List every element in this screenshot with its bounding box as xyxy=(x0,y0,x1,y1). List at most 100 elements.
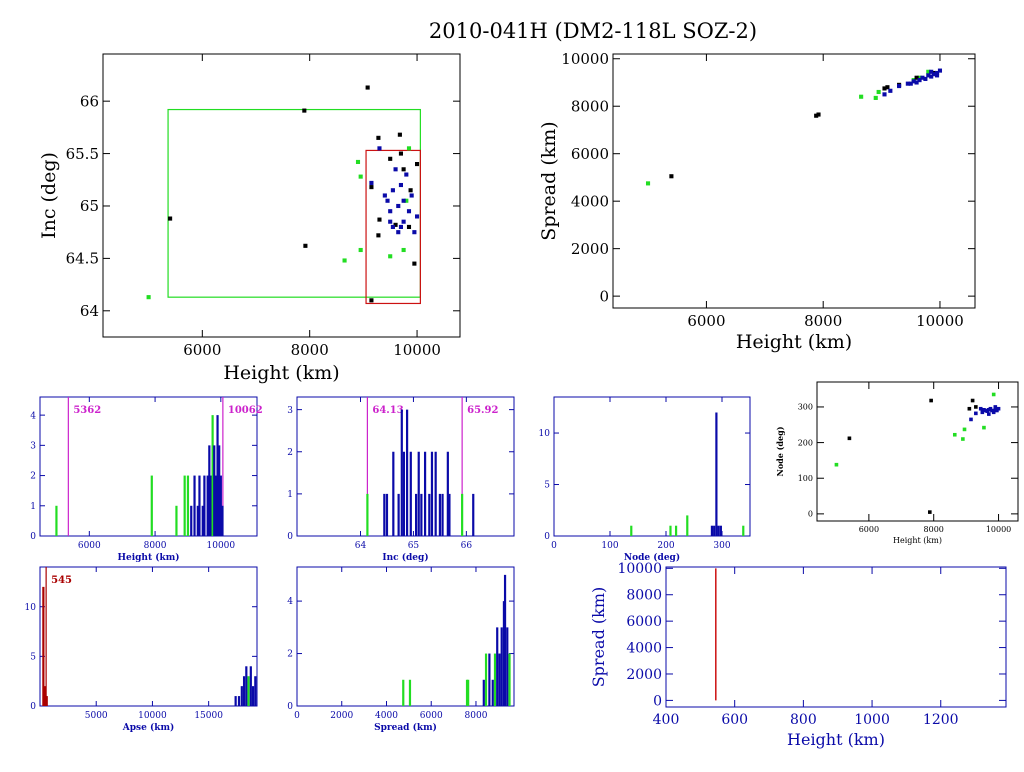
spread_vs_height-panel: 6000 8000 10000 0 2000 4000 6000 8000 10000 Heigh… xyxy=(538,50,976,353)
y-tick-label: 5 xyxy=(544,481,550,491)
data-point-green xyxy=(342,258,347,263)
data-point-black xyxy=(398,151,403,156)
data-point-black xyxy=(412,261,417,266)
data-point-green xyxy=(873,95,878,100)
data-point-black xyxy=(970,398,975,403)
data-point-black xyxy=(669,174,674,179)
node_hist-panel: 0 100 200 300 0 5 10 Node (deg) xyxy=(539,396,751,563)
data-point-blue xyxy=(398,182,403,188)
data-point-blue xyxy=(923,76,928,81)
data-point-blue xyxy=(369,180,374,185)
spread_hist-panel: 0 2000 4000 6000 8000 0 2 4 Spread (km) xyxy=(287,566,515,733)
data-point-black xyxy=(388,156,393,161)
y-tick-label: 300 xyxy=(798,403,813,412)
data-point-blue xyxy=(388,219,393,224)
data-point-blue xyxy=(388,209,393,214)
x-tick-label: 66 xyxy=(461,541,473,551)
data-point-black xyxy=(168,216,173,221)
x-tick-label: 8000 xyxy=(291,341,329,359)
marker-label: 10062 xyxy=(228,405,263,416)
data-point-blue xyxy=(401,198,406,203)
data-point-blue xyxy=(409,193,414,198)
plot-frame xyxy=(816,381,1019,522)
inc_hist-panel: 64 65 66 0 1 2 3 Inc (deg) 64.13 65.92 xyxy=(287,396,515,563)
x-tick-label: 64 xyxy=(355,541,367,551)
data-point-black xyxy=(885,85,890,90)
data-point-green xyxy=(645,181,651,186)
y-tick-label: 2 xyxy=(287,650,293,660)
data-point-blue xyxy=(888,88,893,93)
inc_vs_height-panel: 6000 8000 10000 64 64.5 65 65.5 66 Height (km) In… xyxy=(38,53,461,384)
y-tick-label: 10 xyxy=(25,603,37,613)
data-point-blue xyxy=(385,198,390,203)
marker-label: 545 xyxy=(51,575,72,586)
y-tick-label: 5 xyxy=(30,653,36,663)
x-axis-label: Inc (deg) xyxy=(382,552,428,563)
x-tick-label: 65 xyxy=(408,541,420,551)
plot-frame xyxy=(665,566,1007,708)
y-tick-label: 4000 xyxy=(571,192,609,210)
data-point-black xyxy=(303,243,308,248)
x-tick-label: 6000 xyxy=(687,312,725,330)
y-tick-label: 0 xyxy=(808,510,813,519)
data-point-green xyxy=(961,437,965,441)
y-tick-label: 2000 xyxy=(571,240,609,258)
marker-label: 65.92 xyxy=(467,405,498,416)
data-point-green xyxy=(146,295,151,300)
data-point-blue xyxy=(401,219,406,224)
x-tick-label: 6000 xyxy=(859,525,879,534)
y-tick-label: 6000 xyxy=(626,614,662,630)
y-tick-label: 2 xyxy=(287,448,293,458)
x-tick-label: 0 xyxy=(294,711,300,721)
y-tick-label: 0 xyxy=(544,532,550,542)
x-tick-label: 800 xyxy=(790,712,817,728)
y-axis-label: Spread (km) xyxy=(589,587,608,688)
y-tick-label: 0 xyxy=(287,702,293,712)
y-tick-label: 10000 xyxy=(561,50,609,68)
data-point-black xyxy=(369,298,374,303)
x-tick-label: 1000 xyxy=(854,712,890,728)
region-box-green xyxy=(167,108,421,298)
y-tick-label: 10 xyxy=(539,429,551,439)
y-tick-label: 66 xyxy=(80,92,99,110)
y-tick-label: 0 xyxy=(599,287,609,305)
x-tick-label: 300 xyxy=(713,541,730,551)
y-tick-label: 4 xyxy=(287,597,293,607)
x-tick-label: 10000 xyxy=(207,541,236,551)
x-tick-label: 2000 xyxy=(330,711,353,721)
data-point-black xyxy=(369,185,374,190)
data-point-blue xyxy=(934,73,940,78)
data-point-black xyxy=(816,112,821,117)
data-point-blue xyxy=(412,230,417,235)
x-tick-label: 10000 xyxy=(916,312,964,330)
plot-frame xyxy=(612,53,976,309)
data-point-black xyxy=(302,108,307,113)
y-tick-label: 8000 xyxy=(571,97,609,115)
data-point-black xyxy=(376,233,381,238)
data-point-green xyxy=(358,174,363,179)
y-axis-label: Inc (deg) xyxy=(38,152,60,239)
x-axis-label: Height (km) xyxy=(787,730,885,749)
y-tick-label: 1 xyxy=(30,502,36,512)
y-tick-label: 8000 xyxy=(626,588,662,604)
y-tick-label: 64.5 xyxy=(66,250,99,268)
data-point-green xyxy=(991,392,996,397)
data-point-black xyxy=(406,224,412,229)
data-point-blue xyxy=(382,193,387,198)
y-tick-label: 100 xyxy=(798,474,813,483)
y-axis-label: Node (deg) xyxy=(775,426,785,476)
marker-label: 5362 xyxy=(73,405,101,416)
x-tick-label: 6000 xyxy=(183,341,221,359)
data-point-green xyxy=(859,94,864,99)
y-tick-label: 2000 xyxy=(626,667,662,683)
data-point-black xyxy=(397,132,402,137)
marker-label: 64.13 xyxy=(372,405,403,416)
data-point-blue xyxy=(987,412,991,416)
data-point-green xyxy=(876,89,881,95)
y-tick-label: 65.5 xyxy=(66,145,99,163)
apse_hist-panel: 5000 10000 15000 0 5 10 Apse (km) 545 xyxy=(25,566,258,733)
data-point-blue xyxy=(993,405,998,409)
x-tick-label: 100 xyxy=(601,541,618,551)
data-point-blue xyxy=(914,80,919,85)
x-axis-label: Apse (km) xyxy=(122,722,174,733)
